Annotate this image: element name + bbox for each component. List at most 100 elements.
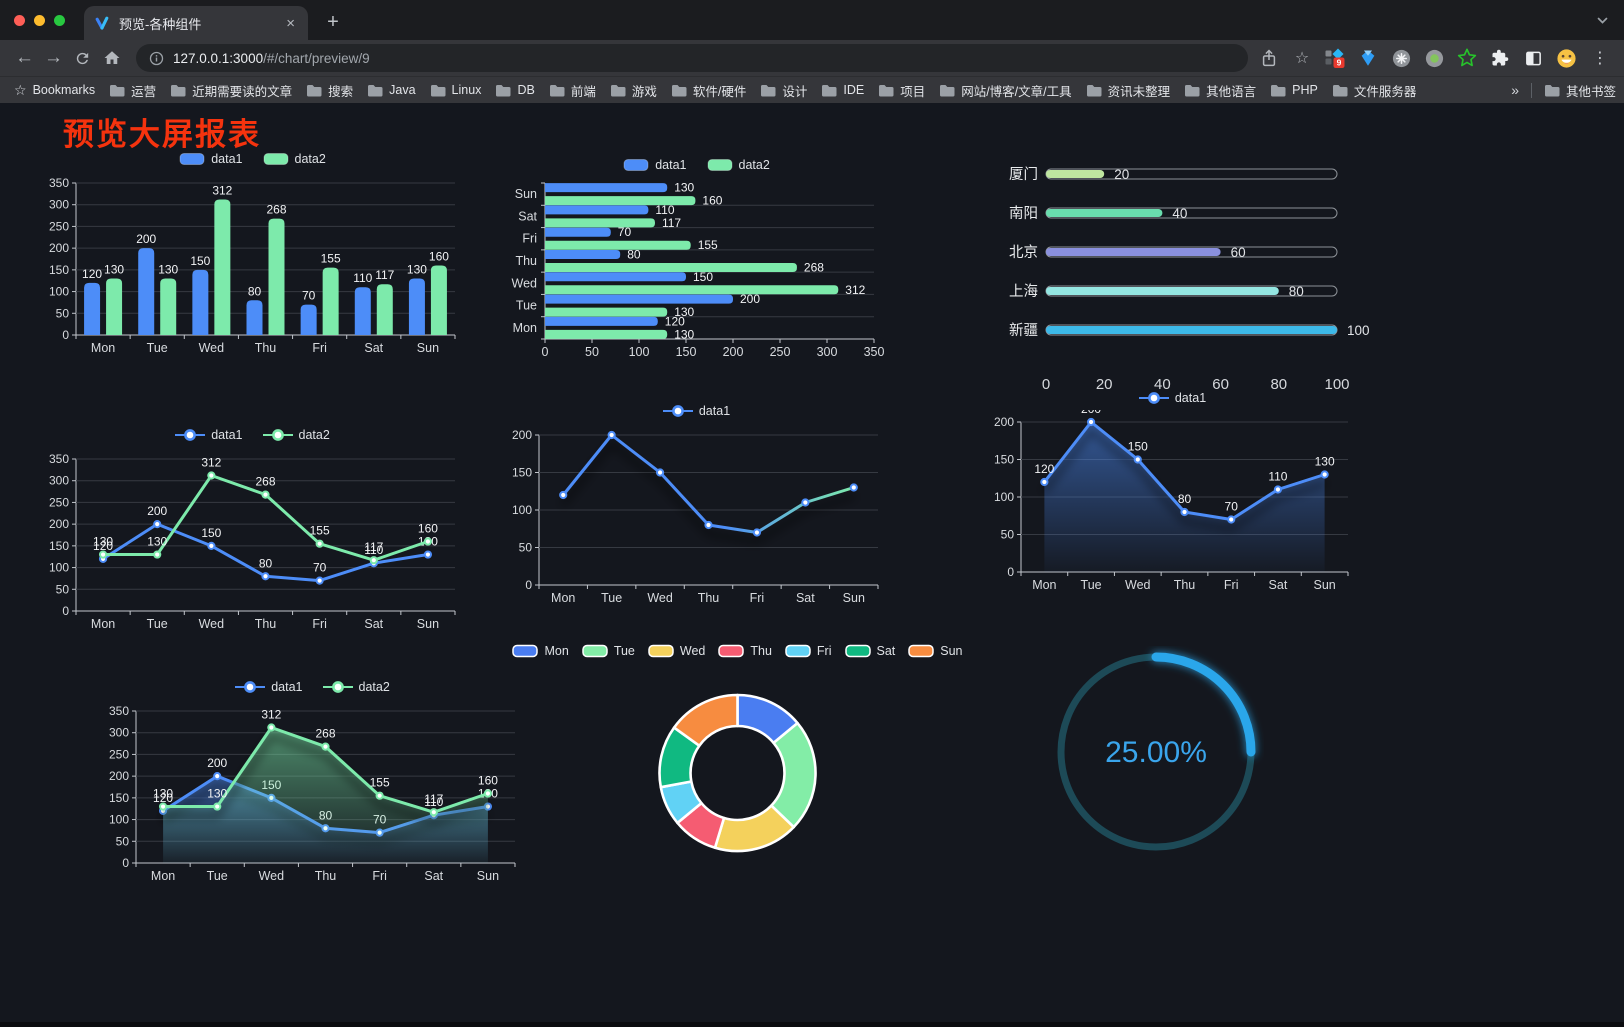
grouped-bar-canvas[interactable]: Mon Tue Wed Thu Fri Sat Sun 0 50 100 150 200 250 300 3… xyxy=(40,171,465,361)
svg-text:70: 70 xyxy=(302,289,316,303)
bookmark-star-button[interactable]: ☆ xyxy=(1294,50,1310,67)
gradient-line-chart: data1 Mon Tue Wed Thu Fri Sat Sun 0 50 100 150 200 xyxy=(503,399,890,611)
bookmark-item[interactable]: 资讯未整理 xyxy=(1086,81,1170,100)
bookmark-item[interactable]: 文件服务器 xyxy=(1332,81,1416,100)
extension-emoji-button[interactable] xyxy=(1555,47,1577,69)
reload-button[interactable] xyxy=(68,44,97,73)
bookmark-item[interactable]: 其他语言 xyxy=(1184,81,1256,100)
legend-item-Sat[interactable]: Sat xyxy=(844,644,895,658)
line-two-canvas[interactable]: Mon Tue Wed Thu Fri Sat Sun 0 50 100 150 200 250 300 3… xyxy=(40,447,465,637)
legend-item-data2[interactable]: data2 xyxy=(707,158,770,172)
site-info-icon[interactable] xyxy=(149,51,164,66)
folder-icon xyxy=(1544,84,1560,96)
legend-item-data2[interactable]: data2 xyxy=(263,152,326,166)
legend-pill-marker-icon xyxy=(179,153,205,165)
bookmark-item[interactable]: 搜索 xyxy=(306,81,353,100)
split-square-icon xyxy=(1525,51,1541,65)
legend-item-data1[interactable]: data1 xyxy=(662,404,730,418)
legend-pill-marker-icon xyxy=(844,644,871,658)
legend-pill-marker-icon xyxy=(623,159,649,171)
extension-grid-badge-button[interactable]: 9 xyxy=(1324,47,1346,69)
area-two-canvas[interactable]: Mon Tue Wed Thu Fri Sat Sun 0 50 100 150 200 250 300 3… xyxy=(100,699,525,889)
legend-item-data2[interactable]: data2 xyxy=(322,680,390,694)
bookmark-item[interactable]: 游戏 xyxy=(610,81,657,100)
svg-text:150: 150 xyxy=(109,791,129,805)
tab-close-icon[interactable]: × xyxy=(286,14,295,32)
svg-text:100: 100 xyxy=(49,285,69,299)
browser-menu-button[interactable]: ⋮ xyxy=(1592,50,1608,67)
percent-gauge-canvas[interactable]: 25.00% xyxy=(1048,646,1264,862)
url-bar[interactable]: 127.0.0.1:3000/#/chart/preview/9 xyxy=(136,44,1248,72)
svg-text:0: 0 xyxy=(525,578,532,592)
window-maximize-button[interactable] xyxy=(54,15,65,26)
legend-item-Thu[interactable]: Thu xyxy=(718,644,772,658)
extension-green-dot-button[interactable] xyxy=(1423,47,1445,69)
back-button[interactable]: ← xyxy=(15,47,34,68)
url-host: 127.0.0.1:3000 xyxy=(173,50,264,66)
folder-icon xyxy=(1332,84,1348,96)
bookmark-item[interactable]: Java xyxy=(367,83,416,97)
bookmark-item[interactable]: 软件/硬件 xyxy=(671,81,746,100)
svg-text:300: 300 xyxy=(49,474,69,488)
svg-text:155: 155 xyxy=(370,776,390,790)
legend-label: Sun xyxy=(940,644,963,658)
window-close-button[interactable] xyxy=(14,15,25,26)
svg-text:Sat: Sat xyxy=(364,617,383,631)
legend-item-data2[interactable]: data2 xyxy=(262,428,330,442)
line-gradient-canvas[interactable]: Mon Tue Wed Thu Fri Sat Sun 0 50 100 150 200 xyxy=(503,423,890,611)
home-button[interactable] xyxy=(97,44,126,73)
browser-tab[interactable]: 预览-各种组件 × xyxy=(84,6,308,40)
bookmark-item[interactable]: 项目 xyxy=(878,81,925,100)
share-button[interactable] xyxy=(1258,47,1280,69)
legend-item-Tue[interactable]: Tue xyxy=(582,644,635,658)
grouped-hbar-canvas[interactable]: Mon Tue Wed Thu Fri Sat Sun 0 50 100 150 200 250 300 3… xyxy=(503,177,890,365)
week-donut-canvas[interactable] xyxy=(545,663,930,899)
bookmark-item[interactable]: PHP xyxy=(1270,83,1318,97)
chevron-down-icon[interactable] xyxy=(1597,17,1608,24)
other-bookmarks-item[interactable]: 其他书签 xyxy=(1544,81,1616,100)
forward-button[interactable]: → xyxy=(44,47,63,68)
bookmark-label: 搜索 xyxy=(328,84,354,99)
city-progress-canvas[interactable]: 厦门 20 南阳 40 北京 60 上海 80 新疆 100 0 20 40 60 80 100 xyxy=(1000,155,1385,393)
area-one-canvas[interactable]: Mon Tue Wed Thu Fri Sat Sun 0 50 100 150 200 120 200 1… xyxy=(985,402,1360,598)
extensions-puzzle-button[interactable] xyxy=(1489,47,1511,69)
bookmarks-overflow-chevron[interactable]: » xyxy=(1511,82,1519,98)
bookmark-item[interactable]: 设计 xyxy=(760,81,807,100)
bookmarks-root-item[interactable]: ☆ Bookmarks xyxy=(14,82,95,99)
bookmark-item[interactable]: 运营 xyxy=(109,81,156,100)
svg-text:70: 70 xyxy=(618,225,632,239)
extension-split-square-button[interactable] xyxy=(1522,47,1544,69)
svg-text:Mon: Mon xyxy=(551,591,575,605)
svg-text:80: 80 xyxy=(259,556,273,570)
window-minimize-button[interactable] xyxy=(34,15,45,26)
legend-item-Sun[interactable]: Sun xyxy=(908,644,963,658)
svg-text:100: 100 xyxy=(629,345,650,359)
bookmark-item[interactable]: IDE xyxy=(821,83,864,97)
svg-text:9: 9 xyxy=(1337,58,1342,68)
svg-text:Tue: Tue xyxy=(207,869,228,883)
star-icon: ☆ xyxy=(14,81,27,98)
legend-item-Mon[interactable]: Mon xyxy=(512,644,569,658)
bookmark-item[interactable]: 近期需要读的文章 xyxy=(170,81,292,100)
legend-item-data1[interactable]: data1 xyxy=(623,158,687,172)
extension-green-star-button[interactable] xyxy=(1456,47,1478,69)
bookmark-item[interactable]: 网站/博客/文章/工具 xyxy=(939,81,1072,100)
legend-item-data1[interactable]: data1 xyxy=(179,152,243,166)
bookmark-item[interactable]: DB xyxy=(495,83,535,97)
svg-text:0: 0 xyxy=(1042,376,1050,391)
svg-text:Wed: Wed xyxy=(259,869,285,883)
reload-icon xyxy=(76,52,89,64)
extension-command-button[interactable] xyxy=(1390,47,1412,69)
line-gradient-legend: data1 xyxy=(503,399,890,423)
extension-gem-button[interactable] xyxy=(1357,47,1379,69)
legend-item-Wed[interactable]: Wed xyxy=(648,644,705,658)
bookmark-item[interactable]: 前端 xyxy=(549,81,596,100)
legend-item-data1[interactable]: data1 xyxy=(235,680,303,694)
new-tab-button[interactable]: + xyxy=(327,10,339,33)
legend-item-Fri[interactable]: Fri xyxy=(785,644,832,658)
legend-item-data1[interactable]: data1 xyxy=(175,428,243,442)
bookmark-item[interactable]: Linux xyxy=(430,83,481,97)
svg-text:300: 300 xyxy=(817,345,838,359)
svg-text:150: 150 xyxy=(1128,440,1148,454)
legend-item-data1[interactable]: data1 xyxy=(1138,391,1206,405)
